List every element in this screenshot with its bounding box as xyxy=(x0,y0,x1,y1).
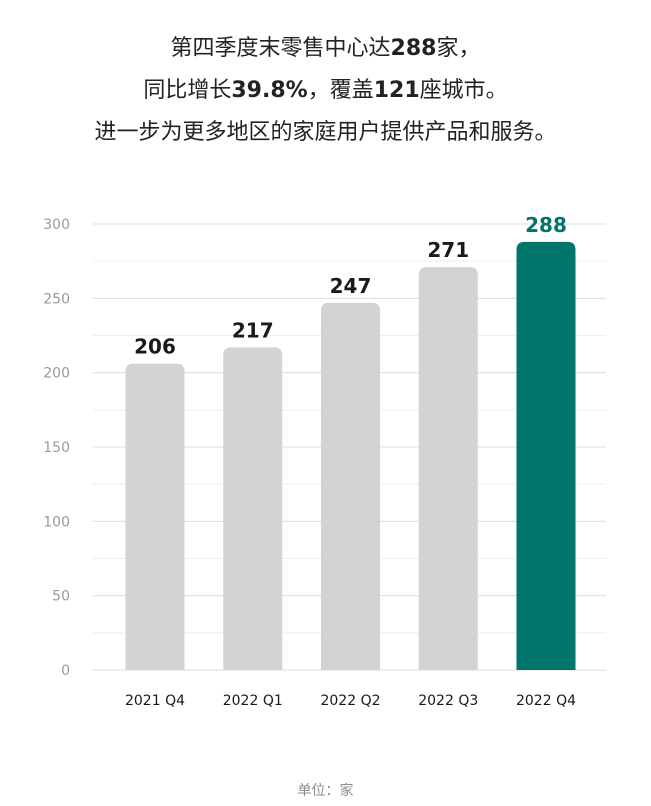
data-label: 217 xyxy=(232,318,274,342)
data-label: 271 xyxy=(427,238,469,262)
y-tick-label: 200 xyxy=(43,366,70,382)
headline-line-3: 进一步为更多地区的家庭用户提供产品和服务。 xyxy=(94,120,557,145)
headline: 第四季度末零售中心达288家， 同比增长39.8%，覆盖121座城市。 进一步为… xyxy=(0,28,651,154)
y-tick-label: 100 xyxy=(43,514,70,530)
bar xyxy=(418,267,478,670)
x-tick-label: 2022 Q4 xyxy=(516,693,576,709)
bar xyxy=(125,363,185,670)
y-tick-label: 50 xyxy=(52,589,70,605)
y-tick-label: 0 xyxy=(61,663,70,679)
bar xyxy=(223,347,283,670)
bar xyxy=(516,241,576,670)
data-label: 206 xyxy=(134,335,176,359)
data-label: 247 xyxy=(330,274,372,298)
y-tick-label: 300 xyxy=(43,217,70,233)
headline-line-2: 同比增长39.8%，覆盖121座城市。 xyxy=(0,70,651,112)
unit-label: 单位：家 xyxy=(297,783,354,799)
headline-line-1: 第四季度末零售中心达288家， xyxy=(0,28,651,70)
headline-text: 第四季度末零售中心达 xyxy=(170,36,391,61)
headline-text: 座城市。 xyxy=(419,78,508,103)
x-tick-label: 2021 Q4 xyxy=(125,693,185,709)
headline-text: 家， xyxy=(436,36,481,61)
x-tick-label: 2022 Q1 xyxy=(223,693,283,709)
headline-number: 121 xyxy=(373,78,420,103)
y-tick-label: 250 xyxy=(43,291,70,307)
headline-text: 同比增长 xyxy=(143,78,232,103)
x-tick-label: 2022 Q3 xyxy=(418,693,478,709)
headline-number: 288 xyxy=(390,36,437,61)
y-tick-label: 150 xyxy=(43,440,70,456)
bar-chart: 0 50 100 150 200 250 300 206 2021 Q4 217 2022 Q1 24… xyxy=(43,213,606,709)
data-label: 288 xyxy=(525,213,567,237)
headline-number: 39.8% xyxy=(231,78,308,103)
bar xyxy=(321,302,380,670)
x-tick-label: 2022 Q2 xyxy=(320,693,380,709)
headline-text: ，覆盖 xyxy=(307,78,374,103)
